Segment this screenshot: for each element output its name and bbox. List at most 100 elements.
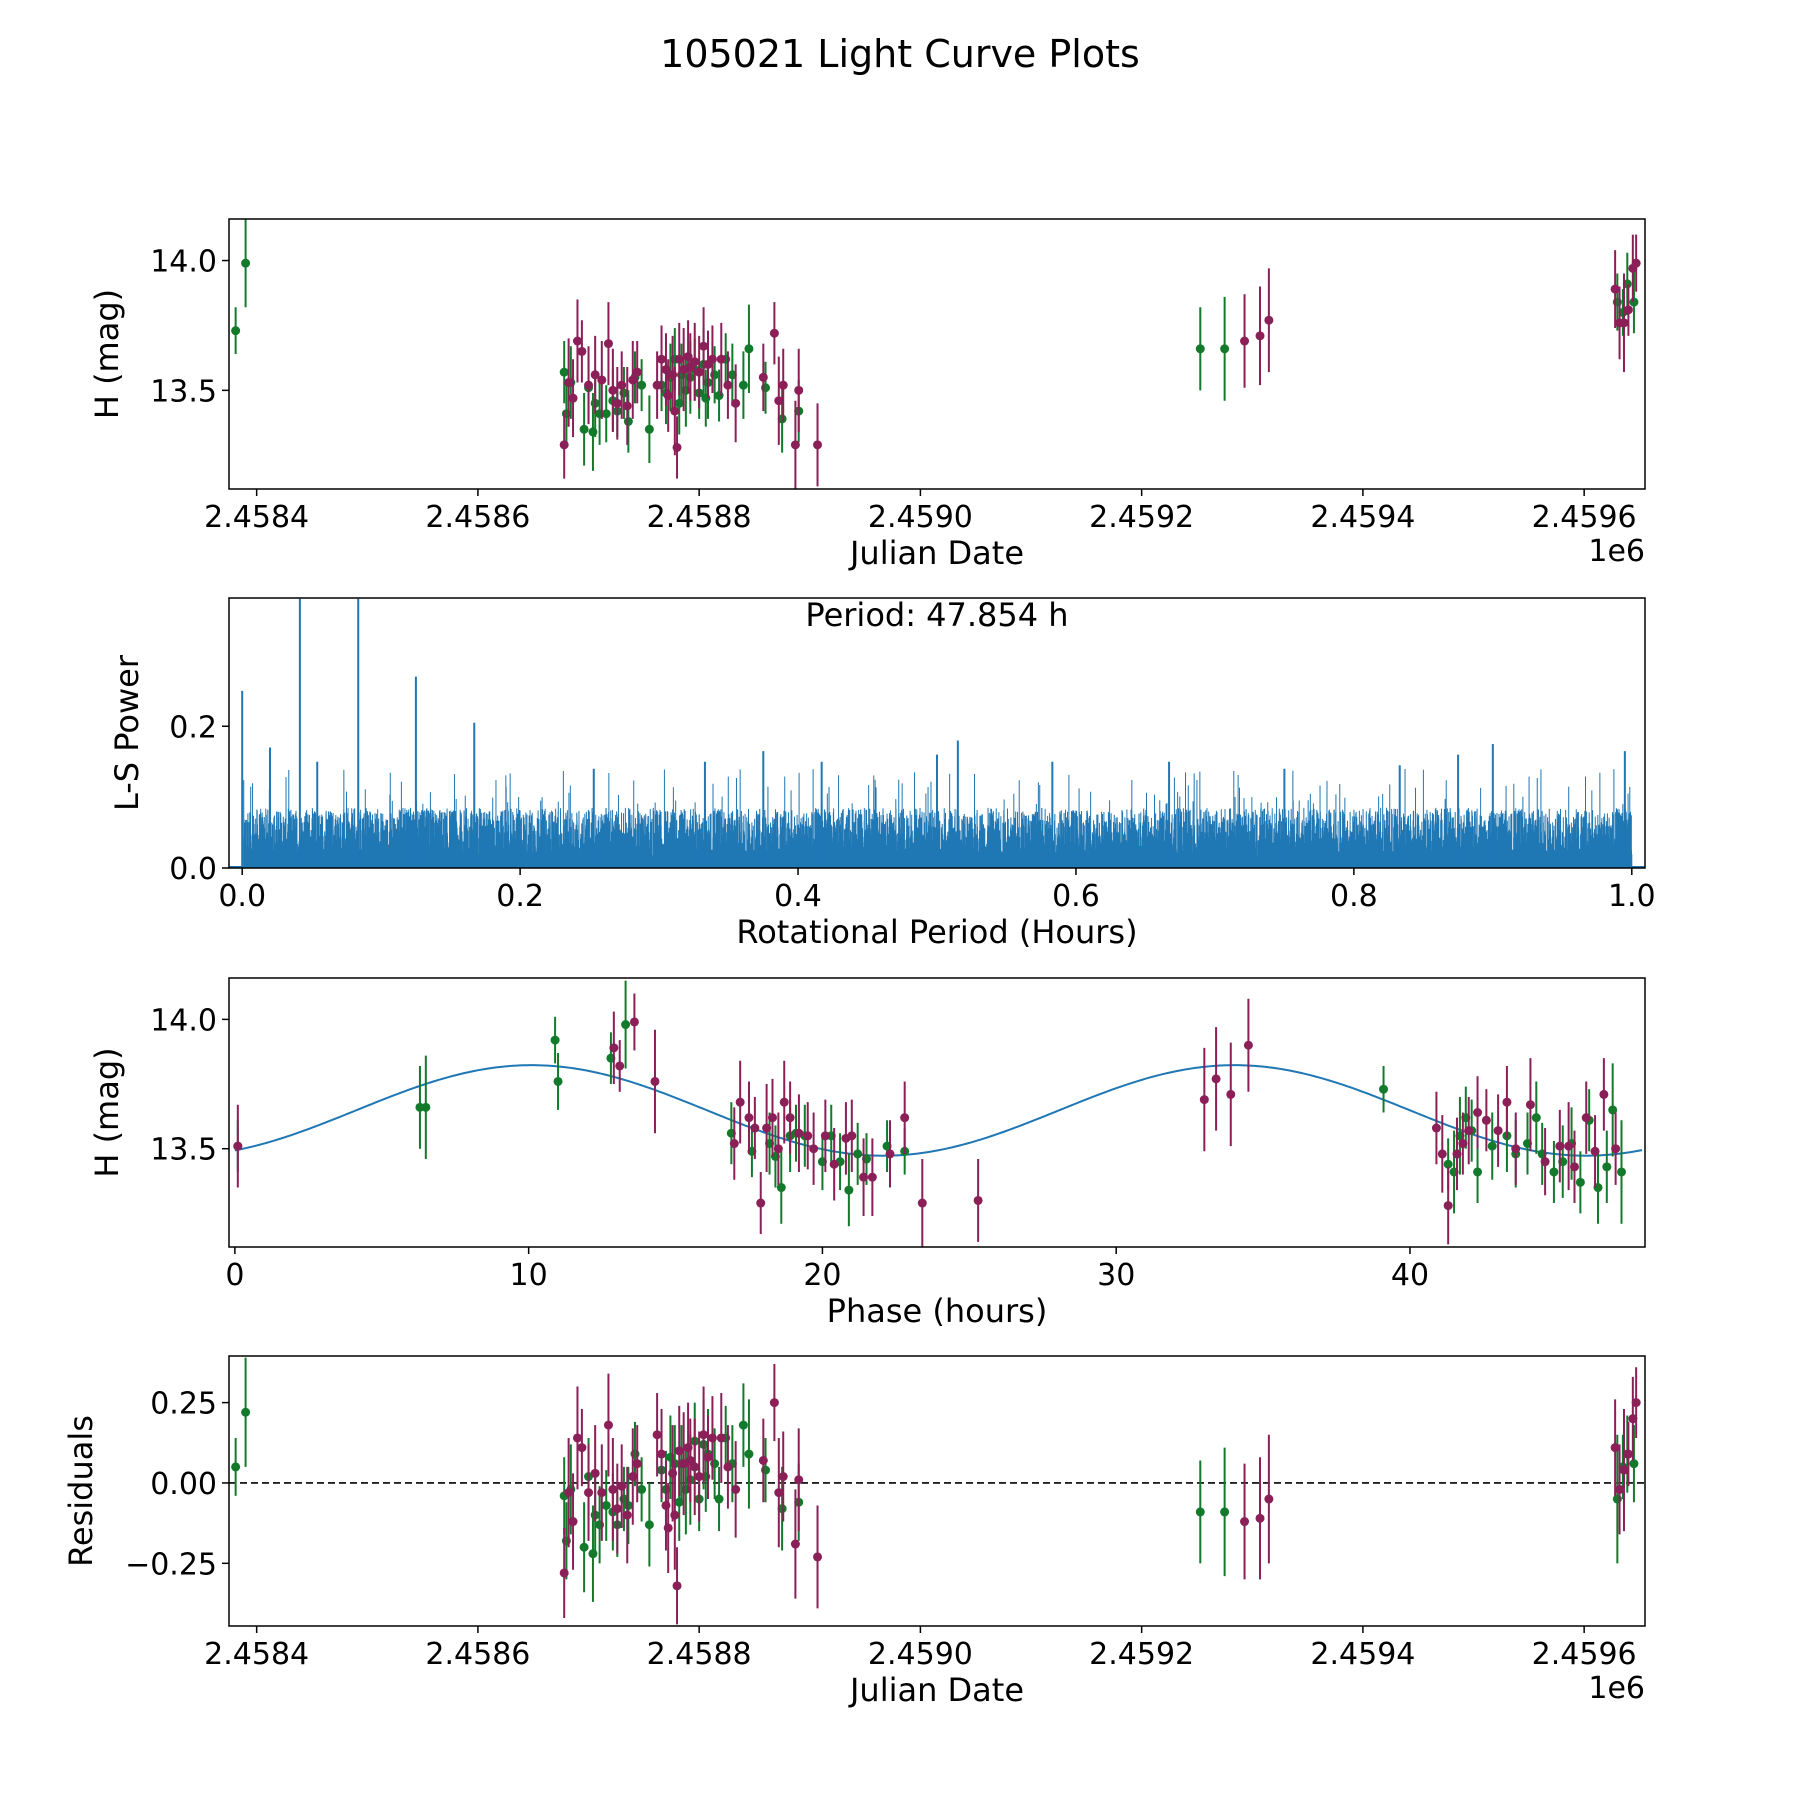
data-point — [584, 1488, 594, 1498]
data-point — [623, 1500, 633, 1510]
data-point — [1555, 1141, 1565, 1151]
data-point — [1226, 1089, 1236, 1099]
data-point — [1602, 1162, 1612, 1172]
data-point — [1443, 1201, 1453, 1211]
x-tick-label: 2.4588 — [647, 1637, 752, 1672]
x-tick-label: 2.4592 — [1089, 1637, 1194, 1672]
data-point — [1473, 1108, 1483, 1117]
data-point — [670, 406, 680, 416]
data-point — [767, 1113, 777, 1123]
data-point — [1525, 1100, 1535, 1110]
data-point — [723, 380, 733, 390]
y-tick-label: 0.2 — [169, 710, 217, 745]
data-point — [803, 1131, 813, 1141]
data-point — [1264, 315, 1274, 325]
data-point — [674, 1446, 684, 1456]
data-point — [1452, 1149, 1462, 1159]
data-point — [731, 1484, 741, 1494]
y-tick-label: 13.5 — [150, 1133, 217, 1168]
data-point — [1619, 1465, 1629, 1475]
data-point — [628, 375, 638, 385]
data-point — [644, 424, 654, 434]
data-point — [707, 1433, 717, 1443]
data-point — [744, 344, 754, 354]
data-point — [703, 1452, 713, 1462]
data-point — [1599, 1089, 1609, 1099]
data-point — [1531, 1113, 1541, 1123]
data-point — [632, 1459, 642, 1469]
data-point — [609, 1043, 619, 1053]
data-point — [1443, 1159, 1453, 1169]
data-point — [694, 1472, 704, 1482]
data-point — [794, 385, 804, 395]
period-annotation: Period: 47.854 h — [805, 596, 1068, 634]
x-tick-label: 2.4594 — [1310, 1637, 1415, 1672]
data-point — [809, 1144, 819, 1154]
data-point — [699, 1430, 709, 1440]
data-point — [867, 1172, 877, 1182]
data-point — [550, 1035, 560, 1045]
data-point — [778, 380, 788, 390]
data-point — [553, 1076, 563, 1086]
panel-phased: 0 10 20 30 40 13.5 14.0 Phase (hours) H (mag) — [88, 977, 1646, 1330]
x-tick-label: 0.6 — [1052, 879, 1100, 914]
y-tick-label: −0.25 — [125, 1547, 217, 1582]
data-point — [900, 1113, 910, 1123]
data-point — [1220, 344, 1230, 354]
data-point — [735, 1097, 745, 1107]
data-point — [1502, 1097, 1512, 1107]
panels: 2.4584 2.4586 2.4588 2.4590 2.4592 2.4594 2.45… — [62, 218, 1656, 1709]
data-point — [590, 370, 600, 380]
data-point — [790, 440, 800, 450]
data-point — [731, 398, 741, 408]
data-point — [231, 1462, 241, 1472]
series-purple — [559, 234, 1641, 489]
data-point — [650, 1076, 660, 1086]
data-point — [1243, 1040, 1253, 1050]
x-axis-label: Julian Date — [848, 534, 1024, 572]
data-point — [1211, 1074, 1221, 1084]
data-point — [601, 409, 611, 419]
data-point — [1487, 1141, 1497, 1151]
x-tick-label: 40 — [1391, 1258, 1429, 1293]
data-point — [559, 1568, 569, 1578]
data-point — [769, 1398, 779, 1408]
series-purple — [233, 993, 1621, 1247]
data-point — [750, 1123, 760, 1133]
data-point — [601, 1500, 611, 1510]
data-point — [608, 1484, 618, 1494]
data-point — [844, 1185, 854, 1195]
data-point — [1195, 1507, 1205, 1517]
plot-area — [231, 219, 1641, 489]
x-tick-label: 2.4586 — [425, 500, 530, 535]
data-point — [674, 354, 684, 364]
data-point — [1437, 1149, 1447, 1159]
data-point — [421, 1102, 431, 1112]
data-point — [670, 1510, 680, 1520]
data-point — [1575, 1177, 1585, 1187]
data-point — [1616, 1167, 1626, 1177]
data-point — [559, 440, 569, 450]
x-tick-label: 2.4590 — [868, 1637, 973, 1672]
x-tick-label: 10 — [510, 1258, 548, 1293]
data-point — [617, 380, 627, 390]
data-point — [774, 396, 784, 406]
data-point — [1615, 1484, 1625, 1494]
figure-title: 105021 Light Curve Plots — [660, 32, 1140, 76]
panel-periodogram: 0.0 0.2 0.4 0.6 0.8 1.0 0.0 0.2 Rotational Perio… — [108, 596, 1656, 951]
data-point — [584, 380, 594, 390]
panel-lightcurve: 2.4584 2.4586 2.4588 2.4590 2.4592 2.4594 2.45… — [88, 218, 1646, 572]
data-point — [685, 1455, 695, 1465]
data-point — [663, 1523, 673, 1533]
data-point — [794, 1475, 804, 1485]
data-point — [241, 258, 251, 268]
data-point — [829, 1159, 839, 1169]
x-tick-label: 2.4594 — [1310, 500, 1415, 535]
data-point — [690, 1462, 700, 1472]
data-point — [621, 1020, 631, 1030]
data-point — [568, 393, 578, 403]
data-point — [652, 380, 662, 390]
x-tick-label: 20 — [803, 1258, 841, 1293]
data-point — [813, 440, 823, 450]
data-point — [769, 328, 779, 338]
